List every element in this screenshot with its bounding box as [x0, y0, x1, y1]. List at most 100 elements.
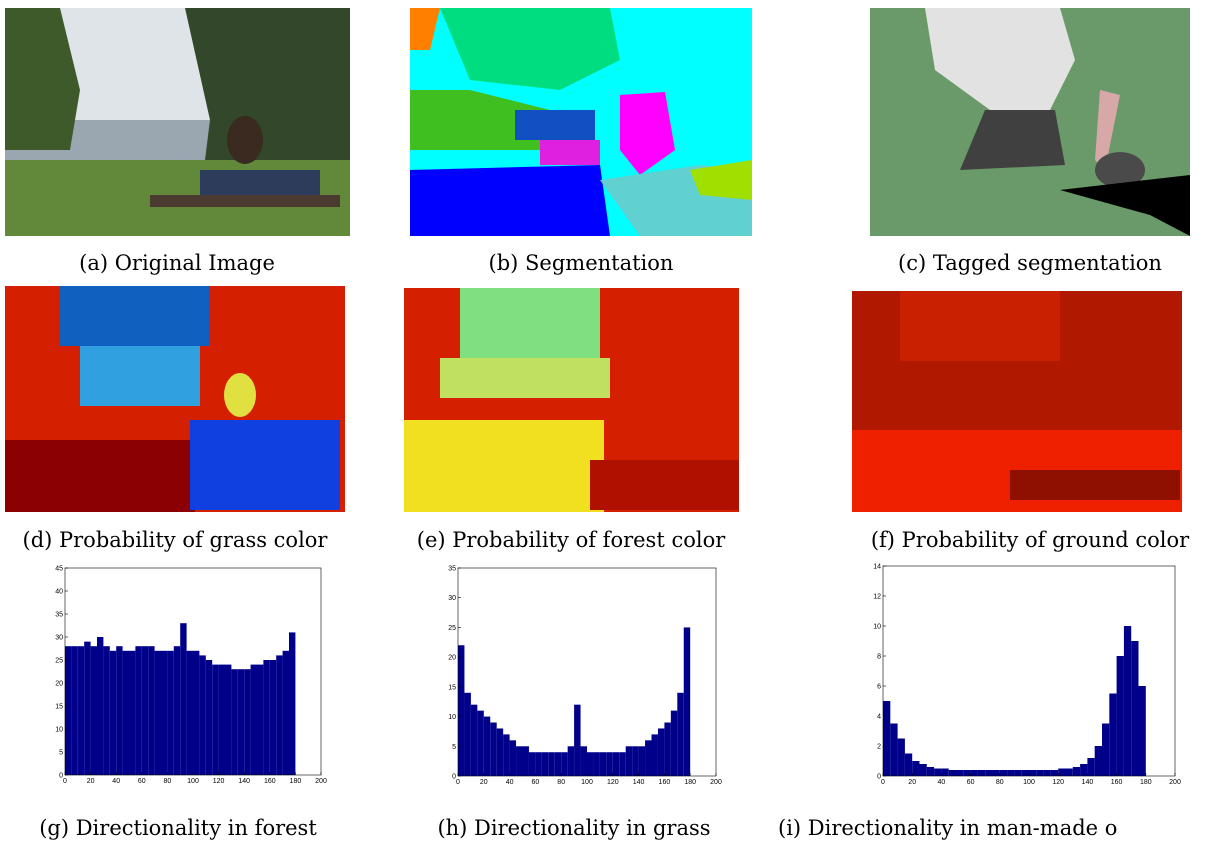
y-tick-label: 15 — [55, 704, 63, 711]
histogram-bar — [613, 752, 619, 776]
histogram-bar — [978, 770, 985, 776]
histogram-bar — [581, 746, 587, 776]
x-tick-label: 100 — [1023, 779, 1035, 786]
x-tick-label: 20 — [480, 779, 488, 786]
histogram-bar — [619, 752, 625, 776]
x-tick-label: 160 — [659, 779, 671, 786]
y-tick-label: 25 — [55, 658, 63, 665]
histogram-bar — [548, 752, 554, 776]
histogram-bar — [949, 770, 956, 776]
x-tick-label: 200 — [1169, 779, 1181, 786]
histogram-bar — [600, 752, 606, 776]
x-tick-label: 80 — [557, 779, 565, 786]
x-tick-label: 140 — [1082, 779, 1094, 786]
histogram-bar — [606, 752, 612, 776]
figure: (a) Original Image (b) Segmentation (c) … — [0, 0, 1211, 845]
x-tick-label: 120 — [607, 779, 619, 786]
histogram-bar — [148, 646, 154, 775]
caption: (g) Directionality in forest — [39, 816, 317, 840]
histogram-bar — [993, 770, 1000, 776]
histogram-bar — [142, 646, 148, 775]
y-tick-label: 30 — [55, 635, 63, 642]
x-tick-label: 160 — [264, 778, 276, 785]
histogram-bar — [1087, 758, 1094, 776]
y-tick-label: 20 — [55, 681, 63, 688]
histogram-bar — [187, 651, 193, 775]
x-tick-label: 180 — [290, 778, 302, 785]
histogram-bar — [587, 752, 593, 776]
histogram-bar — [497, 728, 503, 776]
x-tick-label: 160 — [1111, 779, 1123, 786]
histogram-bar — [626, 746, 632, 776]
histogram-bar — [963, 770, 970, 776]
histogram-bar — [671, 711, 677, 776]
histogram-bar — [561, 752, 567, 776]
histogram-bar — [664, 723, 670, 776]
histogram-bar — [941, 769, 948, 777]
histogram-bar — [283, 651, 289, 775]
x-tick-label: 180 — [684, 779, 696, 786]
histogram-bar — [91, 646, 97, 775]
histogram-bar — [934, 769, 941, 777]
x-tick-label: 100 — [581, 779, 593, 786]
x-tick-label: 40 — [112, 778, 120, 785]
y-tick-label: 10 — [873, 624, 881, 631]
x-tick-label: 0 — [456, 779, 460, 786]
histogram-bar — [684, 627, 690, 776]
caption: (i) Directionality in man-made o — [778, 816, 1117, 840]
histogram-bar — [523, 746, 529, 776]
histogram-bar — [193, 651, 199, 775]
histogram-bar — [199, 655, 205, 775]
y-tick-label: 40 — [55, 589, 63, 596]
histogram-bar — [1000, 770, 1007, 776]
histogram-bar — [639, 746, 645, 776]
y-tick-label: 4 — [877, 714, 881, 721]
histogram-bar — [484, 717, 490, 776]
histogram-bar — [71, 646, 77, 775]
histogram-bar — [1066, 769, 1073, 777]
histogram-bar — [238, 669, 244, 775]
histogram-bar — [225, 665, 231, 775]
histogram-bar — [1051, 770, 1058, 776]
histogram-bar — [971, 770, 978, 776]
histogram-bar — [458, 645, 464, 776]
histogram-bar — [1124, 626, 1131, 776]
histogram-bar — [658, 728, 664, 776]
histogram-bar — [555, 752, 561, 776]
histogram-bar — [677, 693, 683, 776]
histogram-bar — [542, 752, 548, 776]
caption: (h) Directionality in grass — [437, 816, 710, 840]
histogram-bar — [180, 623, 186, 775]
histogram-bar — [883, 701, 890, 776]
x-tick-label: 120 — [213, 778, 225, 785]
y-tick-label: 14 — [873, 564, 881, 571]
y-tick-label: 2 — [877, 744, 881, 751]
histogram-bar — [1044, 770, 1051, 776]
histogram-bar — [135, 646, 141, 775]
y-tick-label: 0 — [877, 774, 881, 781]
histogram-bar — [116, 646, 122, 775]
y-tick-label: 10 — [448, 714, 456, 721]
segmentation-image — [410, 8, 752, 236]
caption: (b) Segmentation — [489, 251, 674, 275]
x-tick-label: 140 — [238, 778, 250, 785]
histogram-bar — [174, 646, 180, 775]
histogram-bar — [1073, 767, 1080, 776]
histogram-bar — [244, 669, 250, 775]
histogram-bar — [890, 724, 897, 777]
histogram-bar — [985, 770, 992, 776]
forest-probability-image — [404, 288, 739, 512]
histogram-bar — [574, 705, 580, 776]
histogram-bar — [471, 705, 477, 776]
histogram-bar — [155, 651, 161, 775]
histogram-bar — [1014, 770, 1021, 776]
x-tick-label: 40 — [938, 779, 946, 786]
histogram-bar — [1131, 641, 1138, 776]
histogram-bar — [1022, 770, 1029, 776]
y-tick-label: 0 — [452, 774, 456, 781]
y-tick-label: 5 — [59, 750, 63, 757]
histogram-bar — [927, 767, 934, 776]
x-tick-label: 20 — [87, 778, 95, 785]
x-tick-label: 0 — [63, 778, 67, 785]
caption: (a) Original Image — [79, 251, 275, 275]
